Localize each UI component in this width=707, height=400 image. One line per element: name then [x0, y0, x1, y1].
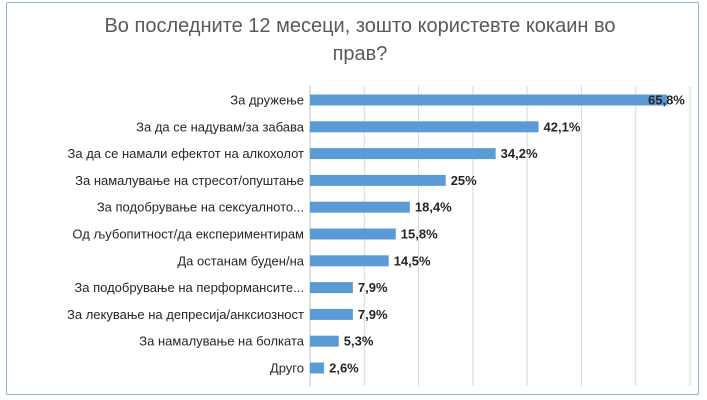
- value-label: 42,1%: [544, 119, 581, 134]
- category-label: За подобрување на перформансите...: [74, 280, 304, 295]
- value-label: 7,9%: [358, 280, 388, 295]
- bar: [310, 308, 353, 320]
- bar: [310, 228, 396, 240]
- category-label: За подобрување на сексуалното...: [97, 200, 304, 215]
- value-label: 2,6%: [329, 361, 359, 376]
- bar: [310, 148, 496, 160]
- category-label: Од љубопитност/да експериментирам: [72, 227, 304, 242]
- chart-frame: [6, 2, 699, 395]
- bar: [310, 362, 325, 374]
- value-label: 25%: [451, 173, 477, 188]
- value-label: 18,4%: [415, 200, 452, 215]
- value-label: 15,8%: [401, 227, 438, 242]
- bar: [310, 201, 410, 213]
- value-label: 34,2%: [501, 146, 538, 161]
- bar: [310, 94, 668, 106]
- category-label: За намалување на болката: [139, 334, 304, 349]
- category-label: За да се надувам/за забава: [136, 119, 305, 134]
- category-label: За лекување на депресија/анксиозност: [67, 307, 304, 322]
- bar: [310, 121, 539, 133]
- bar: [310, 282, 353, 294]
- category-label: За дружење: [230, 93, 304, 108]
- category-label: За намалување на стресот/опуштање: [75, 173, 304, 188]
- category-label: Да останам буден/на: [177, 253, 304, 268]
- bar: [310, 174, 446, 186]
- bar: [310, 335, 339, 347]
- value-label: 65,8%: [648, 93, 685, 108]
- category-label: За да се намали ефектот на алкохолот: [68, 146, 305, 161]
- category-label: Друго: [270, 361, 304, 376]
- value-label: 5,3%: [344, 334, 374, 349]
- chart-title: Во последните 12 месеци, зошто користевт…: [104, 15, 616, 65]
- value-label: 7,9%: [358, 307, 388, 322]
- value-label: 14,5%: [394, 253, 431, 268]
- bar: [310, 255, 389, 267]
